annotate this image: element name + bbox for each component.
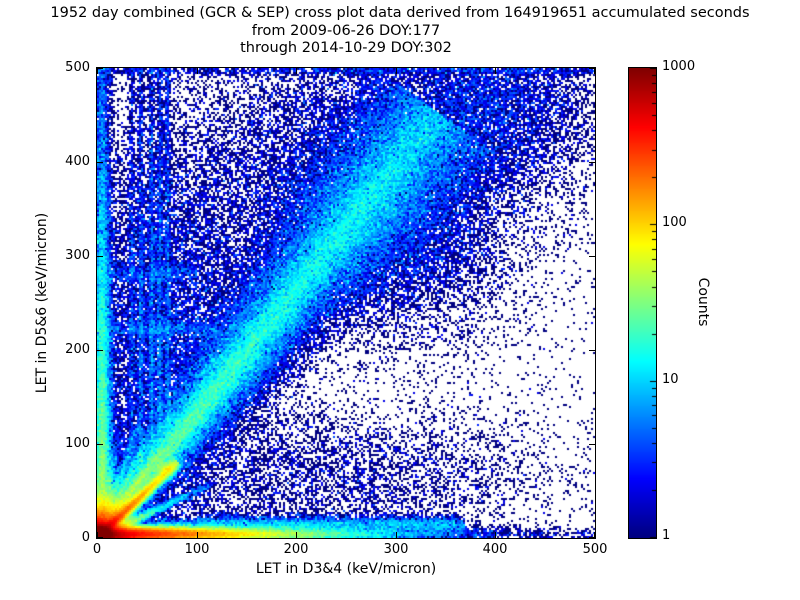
x-tick-label: 100 — [184, 542, 210, 557]
y-tick-label: 500 — [65, 60, 90, 75]
y-tick-mark-right — [589, 162, 595, 163]
y-tick-mark — [97, 350, 103, 351]
y-axis-label: LET in D5&6 (keV/micron) — [34, 212, 50, 394]
x-tick-mark-top — [495, 68, 496, 74]
x-tick-label: 200 — [283, 542, 309, 557]
x-tick-mark — [594, 532, 595, 538]
x-tick-mark — [396, 532, 397, 538]
y-tick-label: 400 — [65, 154, 90, 169]
x-tick-label: 0 — [92, 542, 102, 557]
y-tick-label: 200 — [65, 342, 90, 357]
x-tick-label: 500 — [582, 542, 608, 557]
y-tick-label: 100 — [65, 436, 90, 451]
colorbar — [628, 67, 657, 539]
x-tick-mark — [296, 532, 297, 538]
plot-area — [96, 67, 596, 539]
y-tick-mark-right — [589, 350, 595, 351]
y-tick-label: 0 — [81, 530, 90, 545]
colorbar-label: Counts — [695, 277, 711, 327]
colorbar-tick-label: 10 — [662, 372, 679, 387]
x-tick-mark-top — [594, 68, 595, 74]
y-tick-mark — [97, 537, 103, 538]
colorbar-tick-label: 1000 — [662, 59, 696, 74]
heatmap-canvas — [97, 68, 595, 538]
y-tick-mark — [97, 68, 103, 69]
chart-title-line-2: from 2009-06-26 DOY:177 — [251, 23, 441, 39]
y-tick-mark — [97, 256, 103, 257]
y-tick-mark-right — [589, 256, 595, 257]
x-tick-mark-top — [296, 68, 297, 74]
chart-title-line-3: through 2014-10-29 DOY:302 — [240, 40, 452, 56]
colorbar-tick-label: 1 — [662, 528, 671, 543]
x-tick-label: 400 — [482, 542, 508, 557]
x-tick-mark-top — [396, 68, 397, 74]
y-tick-mark-right — [589, 444, 595, 445]
x-tick-mark — [97, 532, 98, 538]
colorbar-tick-label: 100 — [662, 215, 687, 230]
x-tick-mark — [495, 532, 496, 538]
chart-title-line-1: 1952 day combined (GCR & SEP) cross plot… — [50, 5, 750, 21]
y-tick-mark — [97, 444, 103, 445]
x-tick-label: 300 — [383, 542, 409, 557]
y-tick-mark-right — [589, 537, 595, 538]
x-tick-mark-top — [197, 68, 198, 74]
x-axis-label: LET in D3&4 (keV/micron) — [255, 561, 437, 577]
x-tick-mark — [197, 532, 198, 538]
x-tick-mark-top — [97, 68, 98, 74]
y-tick-label: 300 — [65, 248, 90, 263]
y-tick-mark — [97, 162, 103, 163]
colorbar-canvas — [629, 68, 656, 538]
y-tick-mark-right — [589, 68, 595, 69]
